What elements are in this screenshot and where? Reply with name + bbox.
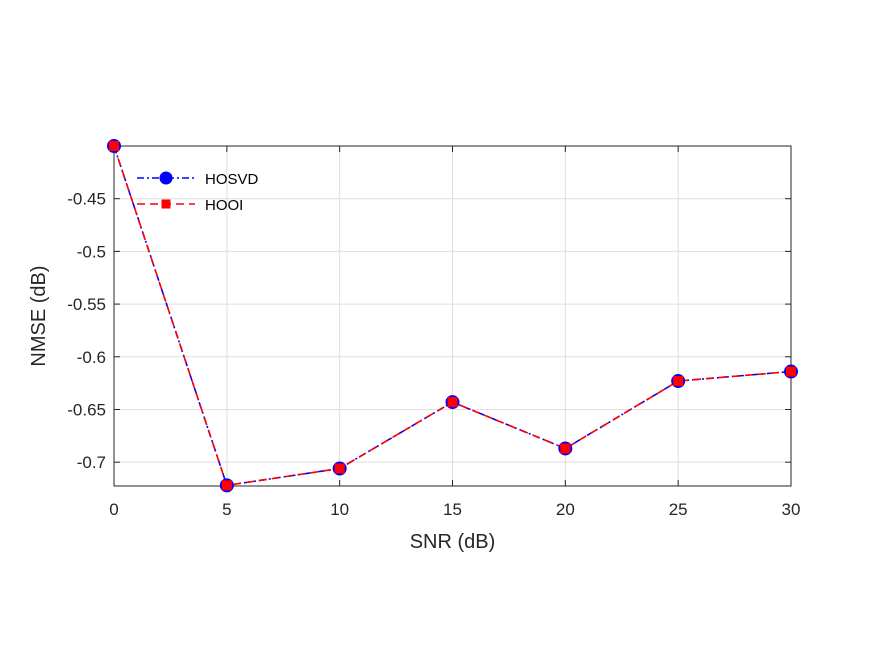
data-point-hooi xyxy=(447,397,458,408)
x-tick-label: 10 xyxy=(330,500,349,519)
data-point-hooi xyxy=(560,443,571,454)
legend-marker-hosvd xyxy=(159,171,173,185)
x-tick-label: 25 xyxy=(669,500,688,519)
data-point-hooi xyxy=(786,366,796,377)
x-tick-label: 30 xyxy=(782,500,801,519)
data-point-hooi xyxy=(109,141,119,151)
legend-label-hooi: HOOI xyxy=(205,197,243,214)
legend: HOSVD HOOI xyxy=(137,171,259,214)
y-axis-label: NMSE (dB) xyxy=(28,265,50,366)
y-tick-label: -0.55 xyxy=(67,295,106,314)
x-tick-label: 20 xyxy=(556,500,575,519)
legend-label-hosvd: HOSVD xyxy=(205,171,259,188)
legend-marker-hooi xyxy=(161,199,171,209)
x-tick-label: 0 xyxy=(109,500,118,519)
data-point-hooi xyxy=(673,376,684,387)
data-point-hooi xyxy=(334,463,345,474)
y-tick-label: -0.7 xyxy=(77,453,106,472)
x-tick-label: 15 xyxy=(443,500,462,519)
y-tick-label: -0.6 xyxy=(77,348,106,367)
x-axis-ticks: 0 5 10 15 20 25 30 xyxy=(109,146,800,519)
series-group xyxy=(107,139,798,493)
grid xyxy=(113,146,792,486)
y-axis-ticks: -0.7 -0.65 -0.6 -0.55 -0.5 -0.45 xyxy=(67,190,791,472)
y-tick-label: -0.65 xyxy=(67,400,106,419)
y-tick-label: -0.45 xyxy=(67,190,106,209)
x-axis-label: SNR (dB) xyxy=(410,531,496,553)
y-tick-label: -0.5 xyxy=(77,242,106,261)
data-point-hooi xyxy=(221,480,232,491)
x-tick-label: 5 xyxy=(222,500,231,519)
